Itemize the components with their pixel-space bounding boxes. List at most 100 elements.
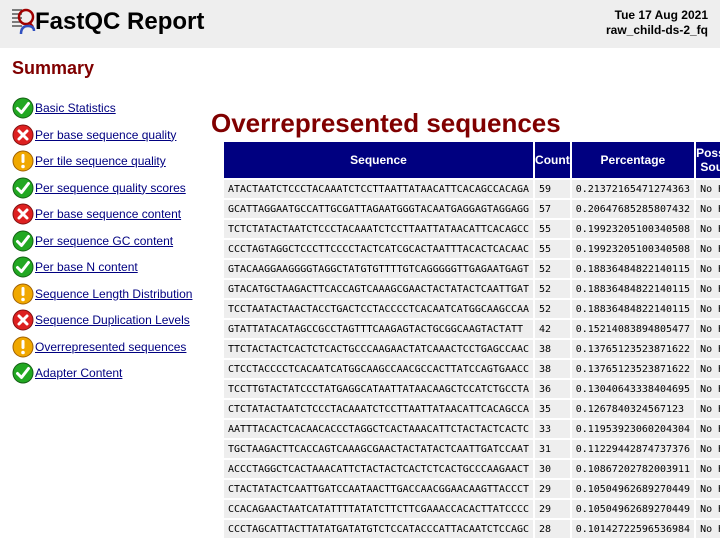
pass-check-icon [12,97,34,119]
table-row: TCCTTGTACTATCCCTATGAGGCATAATTATAACAAGCTC… [224,380,720,398]
summary-module-link[interactable]: Sequence Length Distribution [35,286,193,301]
cell-count: 52 [535,280,570,298]
report-filename: raw_child-ds-2_fq [605,23,708,37]
report-date: Tue 17 Aug 2021 [614,8,708,22]
summary-module-link[interactable]: Sequence Duplication Levels [35,313,190,327]
summary-module-item: Sequence Duplication Levels [12,308,190,332]
warning-icon [12,283,34,305]
summary-module-link[interactable]: Overrepresented sequences [35,339,187,354]
cell-count: 55 [535,220,570,238]
table-row: TGCTAAGACTTCACCAGTCAAAGCGAACTACTATACTCAA… [224,440,720,458]
cell-source: No Hit [696,340,720,358]
cell-count: 35 [535,400,570,418]
cell-percentage: 0.1267840324567123 [571,400,695,418]
cell-sequence: CCCTAGTAGGCTCCCTTCCCCTACTCATCGCACTAATTTA… [224,240,534,258]
summary-module-link[interactable]: Per base sequence content [35,207,182,221]
table-row: CCCTAGCATTACTTATATGATATGTCTCCATACCCATTAC… [224,520,720,538]
cell-count: 38 [535,360,570,378]
cell-source: No Hit [696,500,720,518]
summary-module-link[interactable]: Per base N content [35,260,138,274]
summary-module-link[interactable]: Per tile sequence quality [35,154,166,168]
cell-percentage: 0.10504962689270449 [571,500,695,518]
summary-module-link[interactable]: Adapter Content [35,366,123,380]
cell-source: No Hit [696,320,720,338]
summary-module-item: Overrepresented sequences [12,335,186,359]
pass-check-icon [12,256,34,278]
table-row: CTCTATACTAATCTCCCTACAAATCTCCTTAATTATAACA… [224,400,720,418]
summary-module-item: Sequence Length Distribution [12,282,192,306]
cell-percentage: 0.13765123523871622 [571,360,695,378]
table-row: CCCTAGTAGGCTCCCTTCCCCTACTCATCGCACTAATTTA… [224,240,720,258]
cell-source: No Hit [696,440,720,458]
cell-sequence: TGCTAAGACTTCACCAGTCAAAGCGAACTACTATACTCAA… [224,440,534,458]
table-row: AATTTACACTCACAACACCCTAGGCTCACTAAACATTCTA… [224,420,720,438]
col-header-count: Count [535,142,570,178]
cell-source: No Hit [696,220,720,238]
cell-percentage: 0.20647685285807432 [571,200,695,218]
summary-module-link[interactable]: Basic Statistics [35,101,116,115]
table-row: ATACTAATCTCCCTACAAATCTCCTTAATTATAACATTCA… [224,180,720,198]
cell-percentage: 0.19923205100340508 [571,240,695,258]
cell-source: No Hit [696,520,720,538]
cell-count: 59 [535,180,570,198]
summary-sidebar: Summary Basic Statistics Per base sequenc… [0,48,210,552]
fail-cross-icon [12,203,34,225]
table-row: CCACAGAACTAATCATATTTTATATCTTCTTCGAAACCAC… [224,500,720,518]
cell-percentage: 0.11953923060204304 [571,420,695,438]
table-row: ACCCTAGGCTCACTAAACATTCTACTACTCACTCTCACTG… [224,460,720,478]
cell-percentage: 0.18836484822140115 [571,300,695,318]
pass-check-icon [12,362,34,384]
summary-module-item: Basic Statistics [12,96,116,120]
overrepresented-table: Sequence Count Percentage Possible Sourc… [222,140,720,540]
cell-source: No Hit [696,460,720,478]
cell-percentage: 0.10504962689270449 [571,480,695,498]
cell-percentage: 0.11229442874737376 [571,440,695,458]
cell-sequence: GTATTATACATAGCCGCCTAGTTTCAAGAGTACTGCGGCA… [224,320,534,338]
summary-module-item: Per base N content [12,255,138,279]
cell-count: 55 [535,240,570,258]
cell-count: 57 [535,200,570,218]
cell-percentage: 0.10867202782003911 [571,460,695,478]
cell-source: No Hit [696,380,720,398]
cell-count: 42 [535,320,570,338]
cell-sequence: TTCTACTACTCACTCTCACTGCCCAAGAACTATCAAACTC… [224,340,534,358]
cell-source: No Hit [696,300,720,318]
table-header-row: Sequence Count Percentage Possible Sourc… [224,142,720,178]
col-header-percentage: Percentage [571,142,695,178]
fail-cross-icon [12,124,34,146]
cell-source: No Hit [696,420,720,438]
cell-source: No Hit [696,280,720,298]
cell-percentage: 0.19923205100340508 [571,220,695,238]
summary-module-link[interactable]: Per base sequence quality [35,127,177,142]
summary-heading: Summary [12,58,95,78]
cell-count: 52 [535,260,570,278]
summary-module-link[interactable]: Per sequence GC content [35,233,174,248]
summary-module-item: Per sequence quality scores [12,176,186,200]
cell-source: No Hit [696,240,720,258]
cell-percentage: 0.13040643338404695 [571,380,695,398]
pass-check-icon [12,230,34,252]
table-row: TTCTACTACTCACTCTCACTGCCCAAGAACTATCAAACTC… [224,340,720,358]
cell-sequence: TCCTTGTACTATCCCTATGAGGCATAATTATAACAAGCTC… [224,380,534,398]
summary-module-item: Per tile sequence quality [12,149,166,173]
cell-sequence: AATTTACACTCACAACACCCTAGGCTCACTAAACATTCTA… [224,420,534,438]
cell-source: No Hit [696,400,720,418]
cell-sequence: TCCTAATACTAACTACCTGACTCCTACCCCTCACAATCAT… [224,300,534,318]
table-row: CTCCTACCCCTCACAATCATGGCAAGCCAACGCCACTTAT… [224,360,720,378]
cell-count: 28 [535,520,570,538]
cell-sequence: CTACTATACTCAATTGATCCAATAACTTGACCAACGGAAC… [224,480,534,498]
summary-module-item: Per base sequence content [12,202,181,226]
summary-module-link[interactable]: Per sequence quality scores [35,180,186,195]
table-body: ATACTAATCTCCCTACAAATCTCCTTAATTATAACATTCA… [224,180,720,538]
cell-count: 36 [535,380,570,398]
table-row: GTATTATACATAGCCGCCTAGTTTCAAGAGTACTGCGGCA… [224,320,720,338]
report-header: FastQC Report Tue 17 Aug 2021 raw_child-… [0,0,720,48]
table-row: TCTCTATACTAATCTCCCTACAAATCTCCTTAATTATAAC… [224,220,720,238]
summary-module-item: Adapter Content [12,361,122,385]
cell-sequence: CTCTATACTAATCTCCCTACAAATCTCCTTAATTATAACA… [224,400,534,418]
cell-source: No Hit [696,260,720,278]
cell-source: No Hit [696,180,720,198]
cell-source: No Hit [696,360,720,378]
cell-sequence: CTCCTACCCCTCACAATCATGGCAAGCCAACGCCACTTAT… [224,360,534,378]
cell-count: 38 [535,340,570,358]
